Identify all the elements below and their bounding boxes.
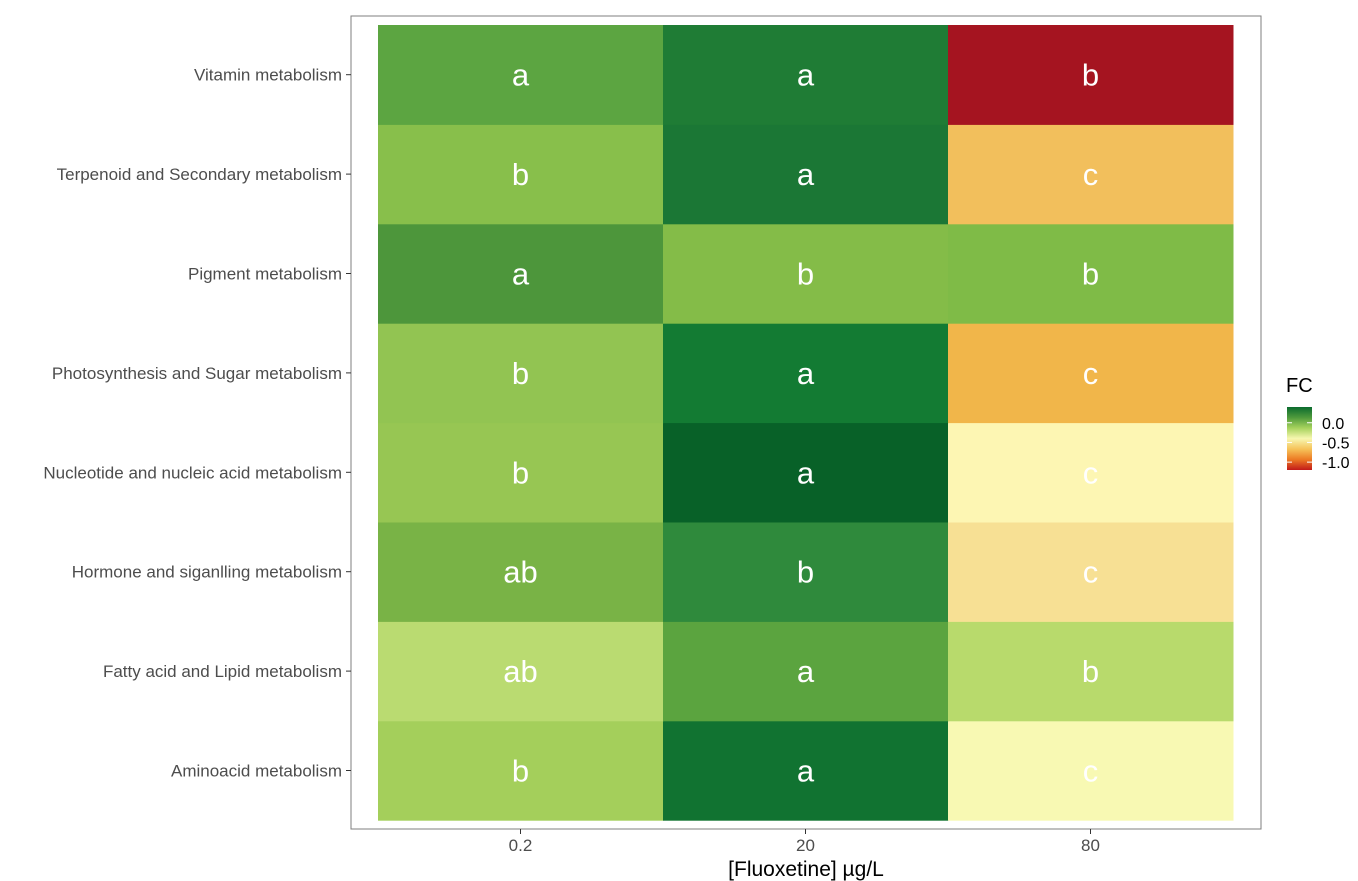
cell-label: a [797, 356, 815, 391]
cell-label: b [1082, 257, 1099, 292]
heatmap-cell [663, 323, 949, 424]
legend-title: FC [1286, 375, 1313, 397]
heatmap-cell [663, 422, 949, 523]
x-axis-title: [Fluoxetine] µg/L [728, 858, 884, 881]
cell-label: b [512, 754, 529, 789]
heatmap-cell [948, 720, 1234, 821]
cell-label: a [512, 257, 530, 292]
heatmap-cell [663, 522, 949, 622]
legend-colorbar [1287, 407, 1312, 470]
heatmap-cell [378, 223, 664, 324]
cell-label: a [512, 58, 530, 93]
heatmap-cell [378, 522, 664, 622]
heatmap-cell [663, 124, 949, 225]
heatmap-cell [378, 720, 664, 821]
y-tick-label: Vitamin metabolism [194, 66, 342, 85]
heatmap-cell [378, 25, 664, 125]
heatmap-cell [948, 25, 1234, 125]
heatmap-cell [948, 621, 1234, 722]
y-tick-label: Terpenoid and Secondary metabolism [57, 165, 342, 184]
cell-label: b [1082, 654, 1099, 689]
cell-label: a [797, 157, 815, 192]
cell-label: b [1082, 58, 1099, 93]
heatmap-cell [948, 422, 1234, 523]
cell-label: b [512, 157, 529, 192]
cell-label: c [1083, 555, 1099, 590]
y-tick-label: Hormone and siganlling metabolism [72, 563, 342, 582]
heatmap-cell [378, 621, 664, 722]
cell-label: b [797, 555, 814, 590]
legend-tick-label: -1.0 [1322, 455, 1350, 472]
heatmap-cell [663, 720, 949, 821]
heatmap-cell [948, 124, 1234, 225]
cell-label: a [797, 654, 815, 689]
y-axis: Aminoacid metabolism Fatty acid and Lipid… [43, 66, 351, 781]
cell-label: c [1083, 754, 1099, 789]
x-axis: 0.2 20 80 [509, 829, 1100, 855]
heatmap-cell [948, 522, 1234, 622]
legend-ticks: 0.0 -0.5 -1.0 [1287, 416, 1350, 472]
cell-label: ab [503, 654, 537, 689]
y-tick-label: Aminoacid metabolism [171, 762, 342, 781]
cell-label: c [1083, 455, 1099, 490]
cell-label: c [1083, 157, 1099, 192]
heatmap-cell [378, 124, 664, 225]
y-tick-label: Photosynthesis and Sugar metabolism [52, 364, 342, 383]
cell-label: a [797, 455, 815, 490]
heatmap-cell [663, 25, 949, 125]
x-tick-label: 80 [1081, 836, 1100, 855]
y-tick-label: Pigment metabolism [188, 265, 342, 284]
cell-annotations: b a cab a bab b cb a cb a ca b bb a ca a b [503, 58, 1099, 789]
cell-label: a [797, 58, 815, 93]
cell-label: b [512, 356, 529, 391]
heatmap-cell [378, 323, 664, 424]
y-tick-label: Nucleotide and nucleic acid metabolism [43, 463, 342, 482]
y-tick-label: Fatty acid and Lipid metabolism [103, 662, 342, 681]
x-tick-label: 20 [796, 836, 815, 855]
cell-label: c [1083, 356, 1099, 391]
cell-label: b [512, 455, 529, 490]
cell-label: b [797, 257, 814, 292]
heatmap-cell [378, 422, 664, 523]
cell-label: ab [503, 555, 537, 590]
cell-label: a [797, 754, 815, 789]
x-tick-label: 0.2 [509, 836, 533, 855]
heatmap-cell [948, 223, 1234, 324]
legend-tick-label: -0.5 [1322, 435, 1350, 452]
heatmap-cell [663, 223, 949, 324]
heatmap-cell [948, 323, 1234, 424]
heatmap-cells [378, 25, 1234, 821]
fc-legend: FC 0.0 -0.5 -1.0 [1286, 375, 1350, 472]
heatmap-cell [663, 621, 949, 722]
legend-tick-label: 0.0 [1322, 416, 1344, 433]
